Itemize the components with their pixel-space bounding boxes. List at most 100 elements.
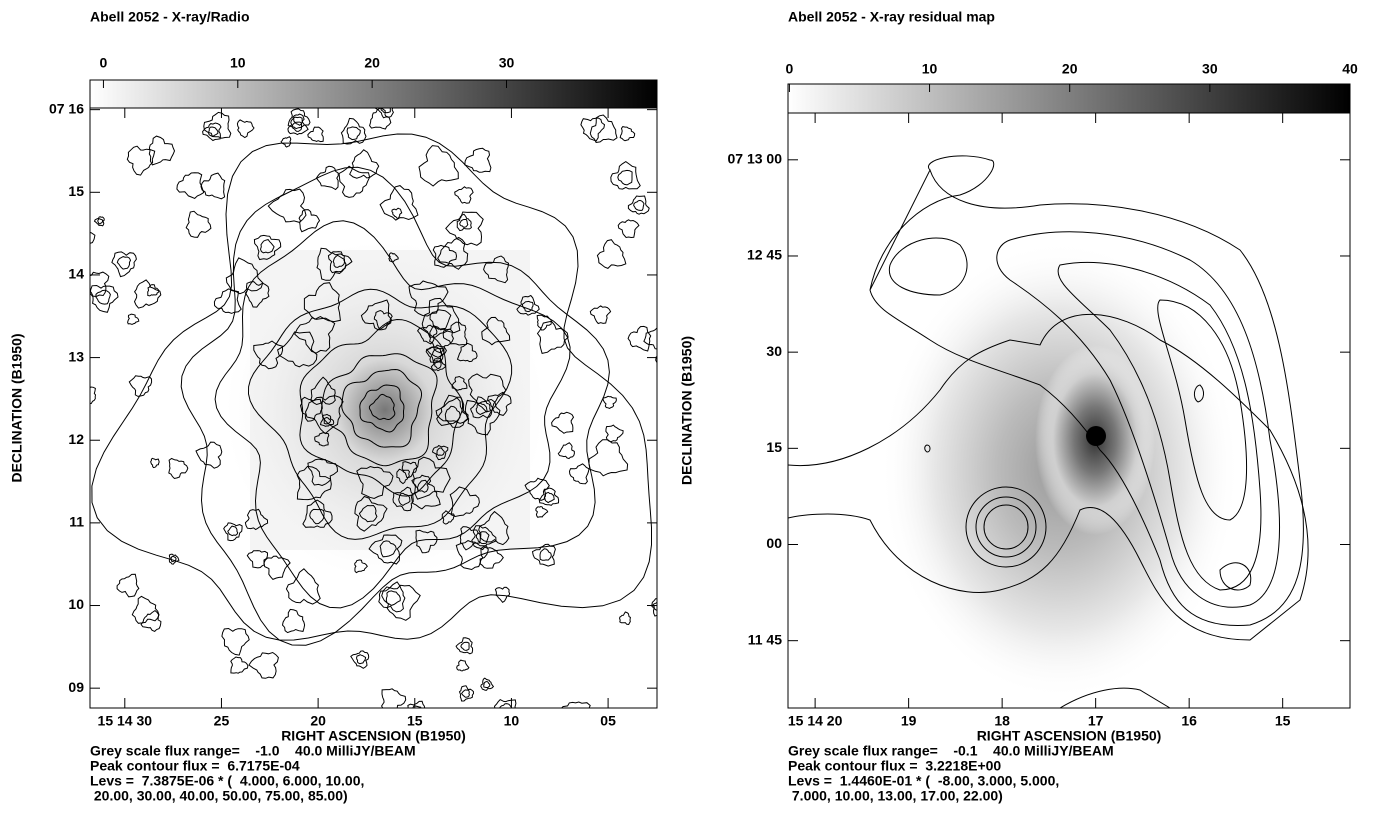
contour <box>651 598 657 617</box>
contour <box>524 477 550 501</box>
x-tick-label: 16 <box>1181 713 1197 729</box>
y-tick-label: 07 13 00 <box>728 151 783 167</box>
contour <box>536 314 552 331</box>
contour <box>314 432 330 447</box>
contour <box>307 458 339 487</box>
contour <box>410 479 441 510</box>
contour <box>230 656 249 674</box>
contour <box>253 234 282 261</box>
contour <box>378 581 406 613</box>
contour <box>359 384 405 433</box>
contour <box>91 133 652 641</box>
contour <box>379 540 397 558</box>
contour <box>487 391 512 416</box>
colorbar-tick-label: 30 <box>1202 61 1218 77</box>
note: 20.00, 30.00, 40.00, 50.00, 75.00, 85.00… <box>90 788 348 804</box>
contour <box>221 627 250 656</box>
note: Levs = 7.3875E-06 * ( 4.000, 6.000, 10.0… <box>90 773 364 789</box>
contour <box>168 553 180 565</box>
contour <box>610 160 641 190</box>
y-tick-label: 30 <box>766 343 782 359</box>
y-tick-label: 00 <box>766 535 782 551</box>
note: Peak contour flux = 6.7175E-04 <box>90 758 300 774</box>
x-tick-label: 15 <box>407 713 423 729</box>
contour <box>213 288 242 314</box>
contour <box>356 465 394 500</box>
contour <box>499 703 512 708</box>
contour <box>396 468 411 485</box>
left-image <box>225 240 545 580</box>
contour <box>655 355 657 365</box>
contour <box>516 294 540 316</box>
colorbar-tick-label: 0 <box>786 61 794 77</box>
contour <box>227 525 239 537</box>
contour <box>723 475 733 486</box>
contour <box>368 393 396 420</box>
contour <box>341 368 422 448</box>
contour <box>627 195 650 215</box>
contour <box>116 256 132 270</box>
contour <box>323 416 332 425</box>
contour <box>356 654 367 665</box>
x-tick-label: 25 <box>214 713 230 729</box>
contour <box>464 398 501 436</box>
contour <box>398 492 411 506</box>
contour <box>267 188 307 223</box>
contour <box>147 284 160 297</box>
contour <box>287 116 309 136</box>
contour <box>436 397 469 428</box>
contour <box>350 650 370 669</box>
contour <box>379 185 419 221</box>
contour <box>551 411 575 434</box>
y-tick-label: 12 45 <box>747 247 782 263</box>
y-axis-label: DECLINATION (B1950) <box>679 336 695 485</box>
contour <box>436 447 445 456</box>
contour <box>483 255 510 284</box>
contour <box>302 499 333 528</box>
note: Peak contour flux = 3.2218E+00 <box>788 758 1001 774</box>
x-tick-label: 17 <box>1088 713 1104 729</box>
x-tick-label: 15 14 30 <box>98 713 153 729</box>
contour <box>358 504 378 523</box>
contour <box>381 688 407 708</box>
contour <box>340 117 367 145</box>
contour <box>560 701 591 708</box>
contour <box>605 424 624 443</box>
contour <box>661 260 688 285</box>
panel-title: Abell 2052 - X-ray residual map <box>788 9 995 25</box>
contour <box>258 65 263 70</box>
y-tick-label: 11 45 <box>748 631 782 647</box>
contour <box>338 165 371 198</box>
contour <box>298 209 321 233</box>
colorbar-tick-label: 10 <box>230 55 246 71</box>
contour <box>449 486 480 518</box>
x-tick-label: 19 <box>901 713 917 729</box>
contour <box>203 111 232 139</box>
contour <box>391 207 403 219</box>
panel-title: Abell 2052 - X-ray/Radio <box>90 9 250 25</box>
contour <box>633 199 645 211</box>
contour <box>456 342 478 363</box>
contour <box>589 305 612 325</box>
contour <box>327 251 353 274</box>
contours <box>54 65 741 708</box>
contour <box>445 211 484 246</box>
contour <box>332 254 345 268</box>
contour <box>725 298 741 313</box>
y-tick-label: 12 <box>68 431 84 447</box>
contour <box>538 487 560 506</box>
contour <box>494 586 511 603</box>
note: Grey scale flux range= -1.0 40.0 MilliJY… <box>90 743 416 759</box>
contour <box>54 488 77 509</box>
y-tick-label: 13 <box>68 348 84 364</box>
contour <box>247 288 513 540</box>
y-tick-label: 14 <box>68 266 84 282</box>
contour <box>248 651 279 679</box>
contour <box>170 555 177 563</box>
contour <box>666 264 679 278</box>
contour <box>539 548 552 561</box>
contour <box>360 299 392 331</box>
contour <box>388 252 399 263</box>
contour <box>521 300 534 313</box>
contour <box>299 396 323 422</box>
